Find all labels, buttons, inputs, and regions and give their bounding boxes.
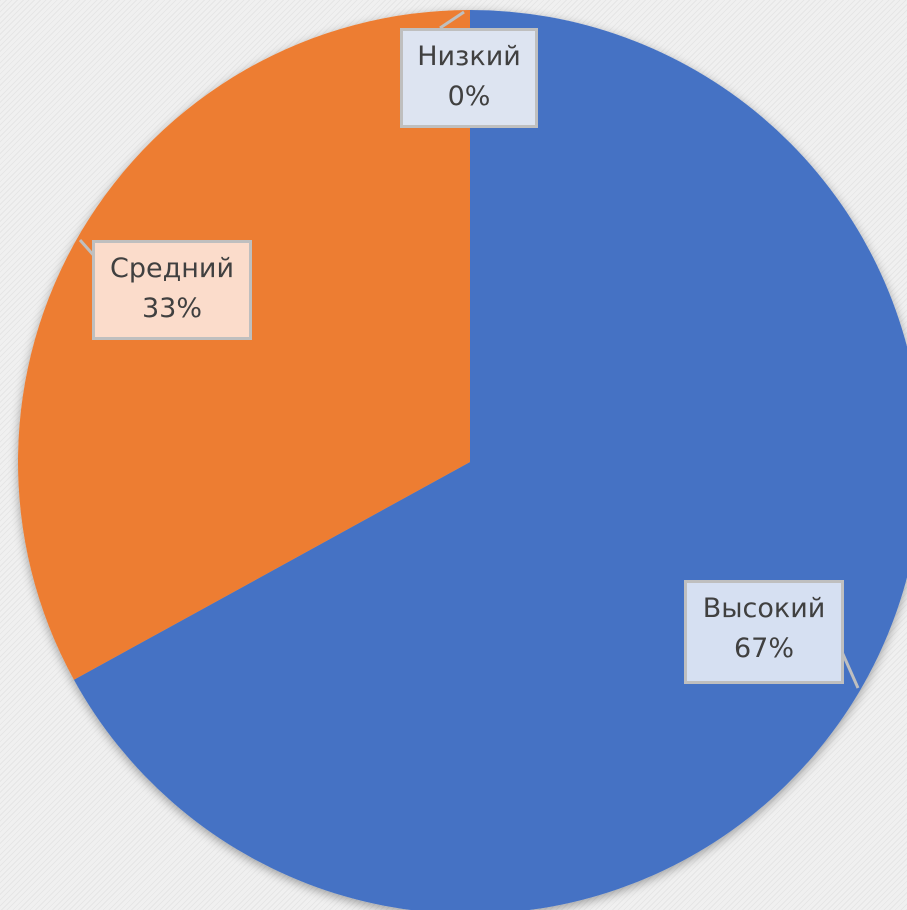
data-label-high-percent: 67% (733, 633, 794, 664)
data-label-medium-percent: 33% (141, 293, 202, 324)
leader-line-high (840, 651, 860, 689)
data-label-medium-category: Средний (109, 253, 235, 284)
data-label-low: Низкий 0% (400, 28, 538, 128)
leader-line-low (439, 10, 465, 30)
pie-slice-high (73, 10, 907, 910)
data-label-high-category: Высокий (702, 593, 826, 624)
pie-slice-medium (17, 10, 470, 680)
data-label-medium: Средний 33% (92, 240, 252, 340)
data-label-low-category: Низкий (417, 41, 521, 72)
data-label-low-percent: 0% (447, 81, 491, 112)
data-label-high: Высокий 67% (684, 580, 844, 684)
